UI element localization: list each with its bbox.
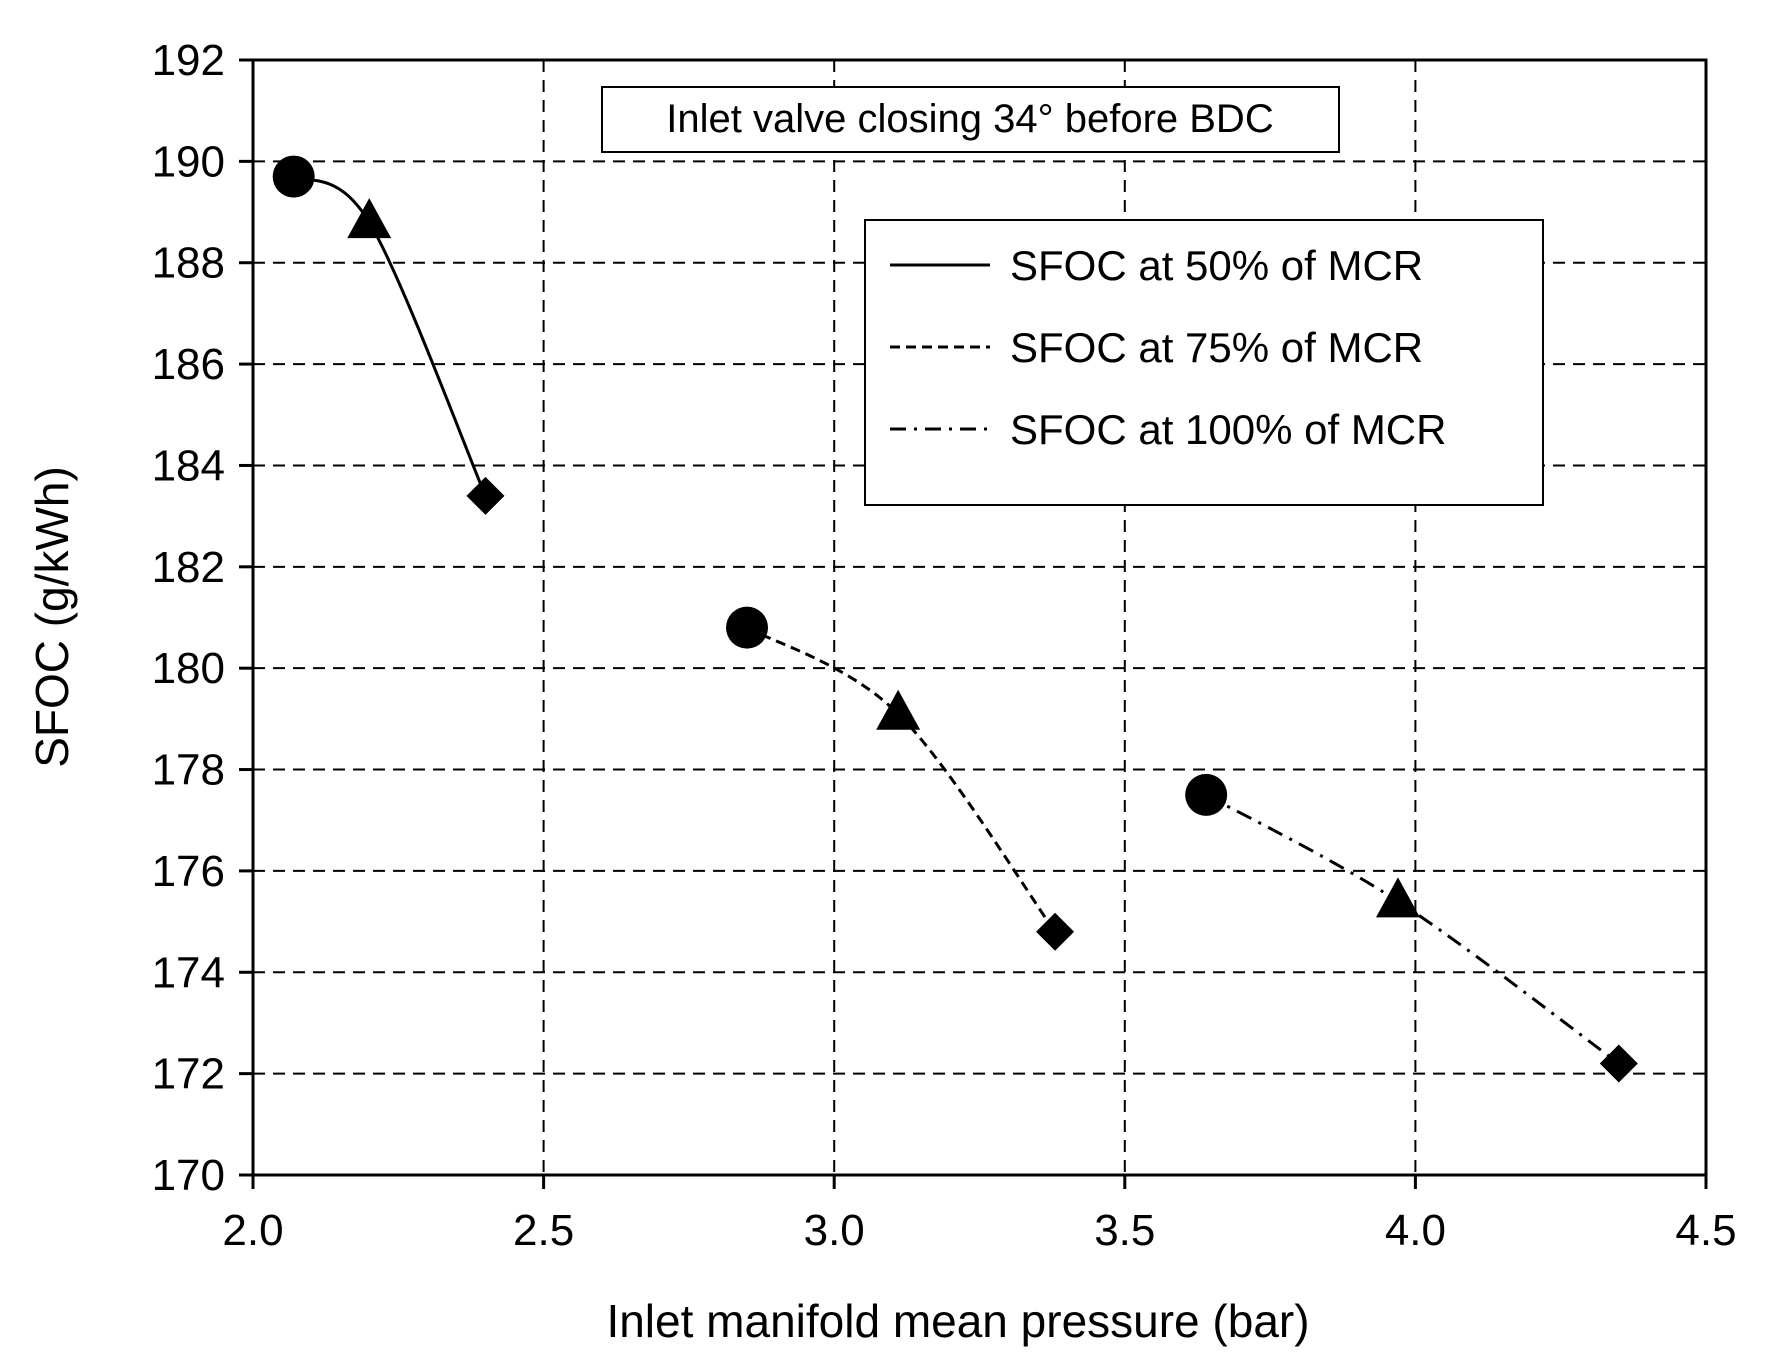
series-3 — [1185, 773, 1638, 1083]
y-tick-label: 182 — [152, 543, 225, 592]
legend-label: SFOC at 100% of MCR — [1010, 406, 1446, 453]
data-point-circle — [726, 606, 769, 649]
legend-label: SFOC at 75% of MCR — [1010, 324, 1423, 371]
data-point-circle — [272, 155, 315, 198]
series-line — [1205, 793, 1620, 1065]
legend-frame — [864, 219, 1544, 506]
annotation-box: Inlet valve closing 34° before BDC — [601, 86, 1340, 153]
data-point-triangle — [876, 689, 921, 730]
y-tick-label: 174 — [152, 948, 225, 997]
legend-label: SFOC at 50% of MCR — [1010, 242, 1423, 289]
annotation-text: Inlet valve closing 34° before BDC — [666, 97, 1273, 141]
data-point-diamond — [1036, 912, 1075, 951]
series-2 — [726, 606, 1075, 951]
annotation-frame — [601, 86, 1340, 153]
y-tick-label: 170 — [152, 1151, 225, 1200]
y-tick-label: 188 — [152, 239, 225, 288]
y-tick-label: 184 — [152, 441, 225, 490]
data-point-triangle — [1375, 877, 1420, 918]
data-point-diamond — [1599, 1044, 1638, 1083]
data-point-triangle — [347, 198, 392, 239]
y-tick-label: 186 — [152, 340, 225, 389]
axis-ticks: 2.0 2.5 3.0 3.5 4.0 4.5 170 172 174 176 178 180 182 1… — [152, 36, 1737, 1255]
legend: SFOC at 50% of MCR SFOC at 75% of MCR SFOC… — [864, 219, 1544, 506]
data-point-diamond — [466, 476, 505, 515]
y-tick-label: 180 — [152, 644, 225, 693]
y-tick-label: 172 — [152, 1050, 225, 1099]
data-point-circle — [1185, 773, 1228, 816]
series — [272, 155, 1638, 1083]
y-tick-label: 190 — [152, 137, 225, 186]
y-tick-label: 178 — [152, 746, 225, 795]
x-tick-label: 3.5 — [1094, 1206, 1155, 1255]
series-1 — [272, 155, 505, 515]
y-tick-label: 192 — [152, 36, 225, 85]
x-tick-label: 4.0 — [1385, 1206, 1446, 1255]
x-tick-label: 2.5 — [513, 1206, 574, 1255]
y-axis-title: SFOC (g/kWh) — [26, 466, 78, 768]
x-tick-label: 4.5 — [1675, 1206, 1736, 1255]
series-line — [746, 626, 1057, 933]
plot-area-frame — [251, 58, 1708, 1177]
series-line — [292, 175, 487, 497]
x-tick-label: 2.0 — [222, 1206, 283, 1255]
x-tick-label: 3.0 — [804, 1206, 865, 1255]
x-axis-title: Inlet manifold mean pressure (bar) — [606, 1295, 1309, 1347]
y-tick-label: 176 — [152, 847, 225, 896]
